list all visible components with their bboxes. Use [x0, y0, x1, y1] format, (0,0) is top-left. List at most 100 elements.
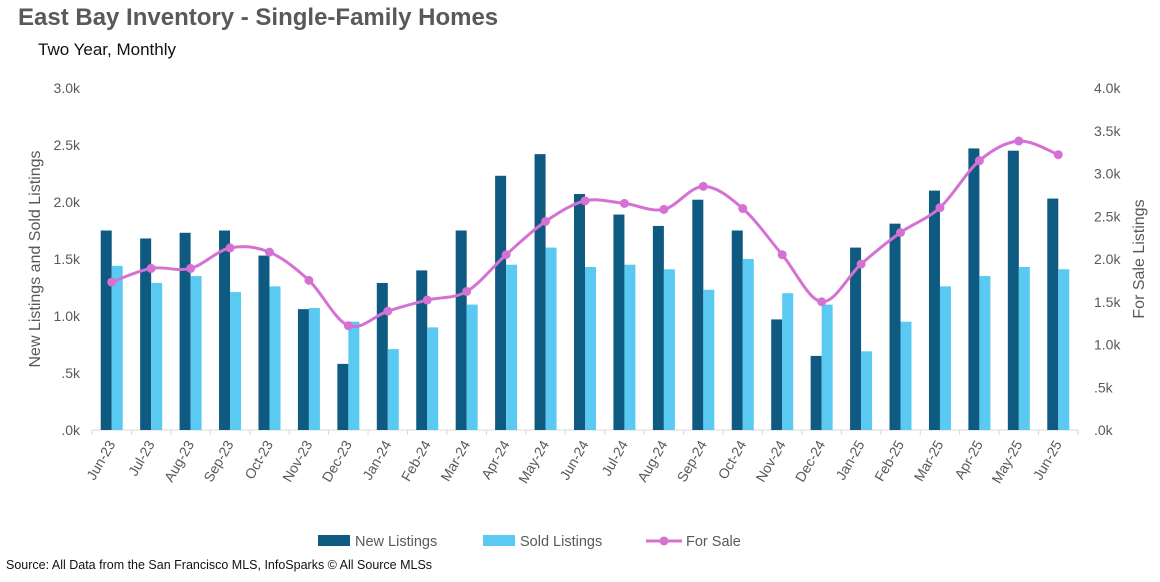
right-axis-tick-label: 3.0k: [1094, 166, 1121, 182]
x-axis-tick-label: Dec-24: [792, 437, 829, 484]
bar-new-listings: [534, 154, 546, 430]
bar-new-listings: [376, 282, 388, 430]
x-axis-tick-label: Feb-24: [398, 437, 434, 484]
bar-sold-listings: [387, 349, 399, 430]
x-axis-tick-label: Jun-23: [83, 437, 118, 482]
bar-sold-listings: [466, 304, 478, 430]
legend-marker-for-sale: [659, 536, 669, 546]
x-axis-tick-label: Oct-24: [714, 437, 749, 482]
x-axis-tick-label: Aug-24: [634, 437, 671, 484]
legend-swatch-sold-listings: [483, 535, 515, 546]
bar-sold-listings: [151, 282, 163, 430]
bar-sold-listings: [939, 286, 951, 430]
point-for-sale: [580, 196, 590, 206]
left-axis-tick-label: .0k: [61, 422, 81, 438]
bar-sold-listings: [703, 289, 715, 430]
point-for-sale: [343, 321, 353, 331]
bar-new-listings: [613, 214, 625, 430]
x-axis-tick-label: Dec-23: [319, 437, 356, 484]
bar-new-listings: [731, 230, 743, 430]
x-axis-tick-label: Jan-24: [359, 437, 394, 482]
x-axis-tick-label: Mar-24: [437, 437, 473, 484]
bar-new-listings: [455, 230, 467, 430]
right-axis-tick-label: 1.0k: [1094, 337, 1121, 353]
bar-sold-listings: [1058, 269, 1070, 430]
point-for-sale: [541, 216, 551, 226]
bar-sold-listings: [900, 321, 912, 430]
point-for-sale: [107, 277, 117, 287]
bar-sold-listings: [308, 308, 320, 430]
bar-new-listings: [928, 190, 940, 430]
point-for-sale: [974, 156, 984, 166]
point-for-sale: [896, 227, 906, 237]
legend-label-for-sale: For Sale: [686, 534, 741, 550]
point-for-sale: [422, 295, 432, 305]
x-axis-tick-label: Nov-24: [752, 437, 789, 484]
x-axis-tick-label: Mar-25: [911, 437, 947, 484]
bar-sold-listings: [269, 286, 281, 430]
bar-new-listings: [258, 255, 270, 430]
bar-new-listings: [1047, 198, 1059, 430]
bar-new-listings: [574, 194, 585, 430]
bar-sold-listings: [585, 266, 596, 430]
point-for-sale: [619, 198, 629, 208]
left-axis-tick-label: 2.5k: [54, 137, 81, 153]
bar-sold-listings: [663, 269, 675, 430]
point-for-sale: [1014, 136, 1024, 146]
left-axis-tick-label: 1.0k: [54, 308, 81, 324]
bar-sold-listings: [111, 265, 123, 430]
bar-sold-listings: [427, 327, 439, 430]
bar-new-listings: [416, 270, 428, 430]
bar-new-listings: [771, 319, 783, 430]
point-for-sale: [264, 247, 274, 257]
left-axis-tick-label: 3.0k: [54, 80, 81, 96]
left-axis-title: New Listings and Sold Listings: [27, 150, 44, 367]
right-axis-tick-label: .0k: [1094, 422, 1114, 438]
x-axis-tick-label: May-25: [988, 437, 1025, 486]
point-for-sale: [698, 181, 708, 191]
bar-new-listings: [692, 199, 704, 430]
bar-sold-listings: [624, 264, 636, 430]
bar-new-listings: [968, 148, 980, 431]
x-axis-tick-label: Jul-23: [125, 437, 158, 478]
bar-sold-listings: [545, 247, 557, 430]
point-for-sale: [225, 243, 235, 253]
right-axis-title: For Sale Listings: [1131, 199, 1148, 318]
x-axis-tick-label: Nov-23: [279, 437, 316, 484]
bar-new-listings: [219, 230, 231, 430]
point-for-sale: [186, 263, 196, 273]
bar-sold-listings: [230, 292, 242, 430]
bar-new-listings: [297, 309, 309, 430]
right-axis-tick-label: 2.0k: [1094, 251, 1121, 267]
bar-new-listings: [652, 225, 664, 430]
legend-swatch-new-listings: [318, 535, 350, 546]
point-for-sale: [462, 286, 472, 296]
bar-new-listings: [810, 355, 822, 430]
point-for-sale: [817, 297, 827, 307]
point-for-sale: [1053, 150, 1063, 160]
chart-title: East Bay Inventory - Single-Family Homes: [18, 4, 499, 31]
bar-new-listings: [889, 223, 901, 430]
point-for-sale: [935, 203, 945, 213]
chart-subtitle: Two Year, Monthly: [38, 40, 176, 59]
left-axis-tick-label: 2.0k: [54, 194, 81, 210]
x-axis-tick-label: Sep-24: [673, 437, 710, 484]
left-axis-tick-label: .5k: [61, 365, 81, 381]
bar-new-listings: [495, 175, 507, 430]
right-axis-tick-label: 4.0k: [1094, 80, 1121, 96]
x-axis-tick-label: Jun-25: [1030, 437, 1065, 482]
bar-sold-listings: [742, 259, 754, 430]
bar-new-listings: [140, 238, 152, 430]
x-axis-tick-label: Aug-23: [161, 437, 198, 484]
x-axis-tick-label: Feb-25: [871, 437, 907, 484]
bar-sold-listings: [861, 351, 873, 430]
x-axis-tick-label: Oct-23: [241, 437, 276, 482]
x-axis-tick-label: May-24: [515, 437, 552, 486]
right-axis-tick-label: .5k: [1094, 379, 1114, 395]
bar-new-listings: [100, 230, 112, 430]
point-for-sale: [146, 263, 156, 273]
right-axis-tick-label: 2.5k: [1094, 208, 1121, 224]
x-axis-tick-label: Jun-24: [556, 437, 591, 482]
bar-sold-listings: [782, 293, 794, 430]
